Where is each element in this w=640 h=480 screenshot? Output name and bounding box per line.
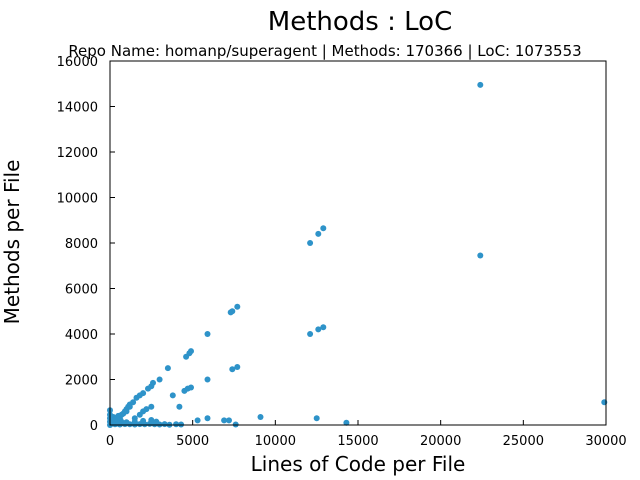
x-tick-label-3: 15000: [337, 434, 378, 449]
data-point-0-84: [320, 225, 327, 232]
chart-title: Methods : LoC: [268, 7, 452, 37]
data-point-0-75: [234, 303, 241, 310]
data-point-0-57: [126, 403, 133, 410]
chart-subtitle: Repo Name: homanp/superagent | Methods: …: [68, 42, 581, 60]
data-point-0-58: [123, 408, 130, 415]
data-point-0-90: [477, 81, 484, 88]
y-tick-label-2: 4000: [65, 328, 98, 343]
y-tick-label-8: 16000: [57, 55, 98, 70]
y-tick-label-6: 12000: [57, 146, 98, 161]
data-point-0-82: [307, 240, 314, 246]
data-point-0-89: [343, 419, 350, 426]
data-point-0-52: [140, 390, 147, 397]
data-point-0-45: [131, 415, 138, 422]
data-point-0-74: [229, 308, 236, 315]
data-point-0-70: [204, 376, 211, 383]
data-points: [107, 81, 608, 428]
x-tick-label-0: 0: [106, 434, 114, 449]
x-tick-label-5: 25000: [503, 434, 544, 449]
y-tick-label-5: 10000: [57, 192, 98, 207]
plot-area: [109, 60, 607, 426]
data-point-0-86: [315, 326, 322, 333]
x-tick-label-2: 10000: [255, 434, 296, 449]
data-point-0-83: [315, 230, 322, 237]
y-tick-label-0: 0: [90, 419, 98, 434]
data-point-0-43: [148, 417, 155, 423]
data-point-0-61: [169, 392, 176, 399]
data-point-0-87: [320, 324, 327, 331]
y-tick-label-4: 8000: [65, 237, 98, 252]
data-point-0-71: [204, 415, 211, 422]
data-point-0-68: [188, 384, 194, 391]
data-point-0-88: [313, 415, 320, 422]
data-point-0-59: [156, 376, 163, 383]
axis-ticks: 0 5000 10000 15000 20000 25000 30000 0 2000 4000 6…: [57, 55, 627, 449]
data-point-0-65: [188, 348, 194, 355]
data-point-0-79: [226, 417, 232, 424]
data-point-0-69: [204, 331, 211, 337]
data-point-0-62: [176, 403, 183, 410]
data-point-0-49: [148, 403, 155, 410]
data-point-0-35: [161, 421, 168, 428]
x-axis-label: Lines of Code per File: [251, 452, 466, 476]
data-point-0-91: [477, 252, 484, 259]
x-tick-label-4: 20000: [420, 434, 461, 449]
y-tick-label-1: 2000: [65, 374, 98, 389]
data-point-0-37: [173, 421, 180, 428]
data-point-0-81: [257, 414, 264, 420]
data-point-0-42: [140, 417, 147, 424]
data-point-0-85: [307, 331, 314, 337]
data-point-0-76: [229, 366, 236, 373]
y-tick-label-3: 6000: [65, 283, 98, 298]
y-tick-label-7: 14000: [57, 101, 98, 116]
data-point-0-72: [194, 417, 201, 424]
x-tick-label-1: 5000: [176, 434, 209, 449]
data-point-0-60: [164, 365, 171, 372]
data-point-0-56: [130, 399, 137, 406]
x-tick-label-6: 30000: [585, 434, 626, 449]
data-point-0-77: [234, 364, 241, 370]
data-point-0-44: [153, 418, 160, 425]
data-point-0-55: [150, 379, 156, 386]
y-axis-label: Methods per File: [0, 160, 24, 325]
data-point-0-48: [143, 406, 150, 413]
data-point-0-40: [123, 419, 130, 426]
data-point-0-78: [221, 417, 228, 424]
